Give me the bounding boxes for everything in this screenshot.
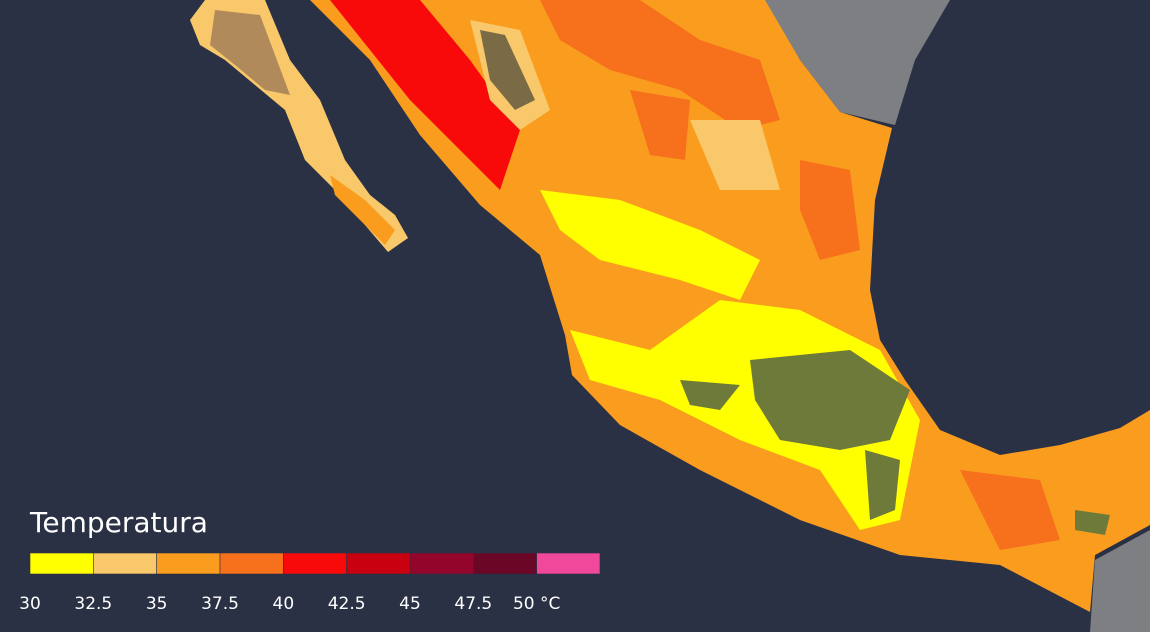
terrain (865, 450, 900, 520)
color-swatch (346, 552, 411, 575)
tick-label: 30 (19, 594, 41, 614)
color-swatch (156, 552, 221, 575)
tick-label: 40 (273, 594, 295, 614)
color-swatch (29, 552, 94, 575)
tick-label: 35 (146, 594, 168, 614)
color-swatch (93, 552, 157, 575)
color-swatch (283, 552, 347, 575)
color-swatch (219, 552, 284, 575)
tick-label: 42.5 (328, 594, 366, 614)
tick-label: 37.5 (201, 594, 239, 614)
color-swatch (536, 552, 601, 575)
hot-zone (960, 470, 1060, 550)
terrain (1075, 510, 1110, 535)
tick-label: 45 (399, 594, 421, 614)
color-swatch (409, 552, 474, 575)
tick-label: 32.5 (74, 594, 112, 614)
hot-zone (630, 90, 690, 160)
hot-zone (800, 160, 860, 260)
baja-hot (330, 175, 395, 245)
hot-zone (540, 0, 780, 130)
terrain (480, 30, 535, 110)
cool-zone (540, 190, 760, 300)
terrain (750, 350, 910, 450)
legend: Temperatura 30 32.5 35 37.5 40 42.5 45 47.5 50 °… (19, 506, 601, 614)
baja-terrain (210, 10, 290, 95)
legend-title: Temperatura (29, 506, 208, 539)
us-land (760, 0, 950, 125)
hot-zone (330, 0, 520, 190)
tick-label: 50 °C (513, 594, 560, 614)
color-swatch (473, 552, 537, 575)
terrain (680, 380, 740, 410)
mild-zone (690, 120, 780, 190)
neighbor-land (1090, 530, 1150, 632)
tick-label: 47.5 (454, 594, 492, 614)
